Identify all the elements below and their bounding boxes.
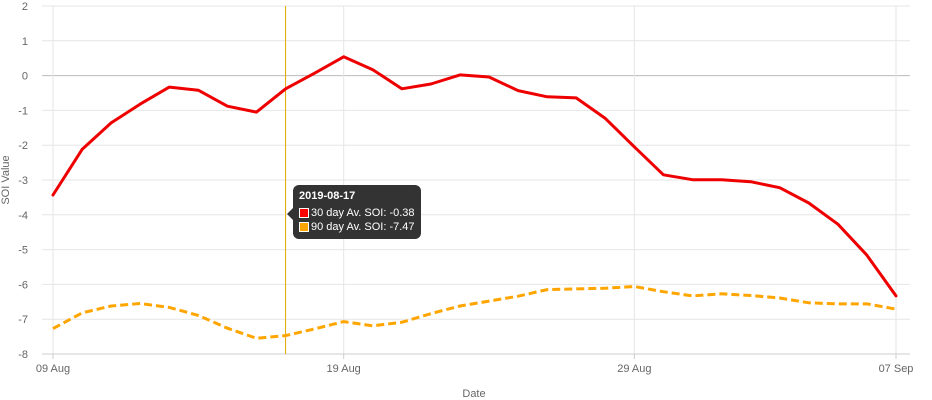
x-axis-title: Date [462, 388, 485, 400]
y-tick-label: 0 [22, 71, 28, 83]
tooltip-swatch-90day [299, 222, 309, 232]
x-tick-label: 09 Aug [36, 363, 70, 375]
tooltip-label-30day: 30 day Av. SOI: -0.38 [311, 207, 415, 219]
tooltip-label-90day: 90 day Av. SOI: -7.47 [311, 221, 415, 233]
y-tick-label: -7 [18, 314, 28, 326]
grid-lines [42, 5, 910, 355]
series-line-30day[interactable] [51, 55, 898, 298]
x-tick-label: 29 Aug [617, 363, 651, 375]
y-axis-ticks: 2 1 0 -1 -2 -3 -4 -5 -6 -7 -8 [18, 1, 28, 361]
y-tick-label: -3 [18, 175, 28, 187]
x-tick-label: 07 Sep [879, 363, 914, 375]
tooltip-row-30day: 30 day Av. SOI: -0.38 [299, 206, 415, 220]
y-tick-label: -4 [18, 210, 28, 222]
y-tick-label: -2 [18, 140, 28, 152]
y-tick-label: 1 [22, 36, 28, 48]
x-axis-ticks: 09 Aug 19 Aug 29 Aug 07 Sep [36, 354, 914, 375]
tooltip-title: 2019-08-17 [299, 190, 356, 202]
series-line-90day[interactable] [52, 285, 897, 340]
y-tick-label: 2 [22, 1, 28, 13]
y-tick-label: -5 [18, 245, 28, 257]
series-lines[interactable] [51, 55, 898, 340]
y-tick-label: -1 [18, 105, 28, 117]
y-tick-label: -8 [18, 349, 28, 361]
y-tick-label: -6 [18, 279, 28, 291]
x-tick-label: 19 Aug [327, 363, 361, 375]
chart-tooltip: 2019-08-17 30 day Av. SOI: -0.38 90 day … [287, 185, 421, 239]
y-axis-title: SOI Value [0, 155, 12, 204]
tooltip-swatch-30day [299, 208, 309, 218]
tooltip-row-90day: 90 day Av. SOI: -7.47 [299, 220, 415, 234]
